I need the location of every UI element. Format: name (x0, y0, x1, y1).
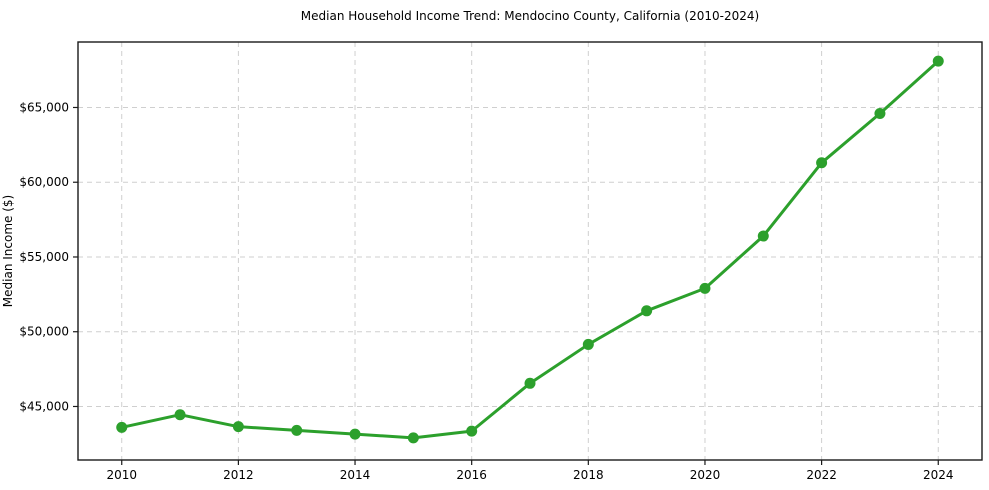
data-point-marker (641, 305, 653, 317)
y-tick-label: $45,000 (19, 399, 69, 413)
x-tick-label: 2018 (573, 468, 604, 482)
data-point-marker (699, 282, 711, 294)
data-point-marker (116, 421, 128, 433)
data-point-marker (582, 338, 594, 350)
x-tick-label: 2014 (340, 468, 371, 482)
y-tick-label: $55,000 (19, 250, 69, 264)
data-point-marker (232, 421, 244, 433)
chart-title: Median Household Income Trend: Mendocino… (300, 9, 760, 23)
y-tick-label: $50,000 (19, 325, 69, 339)
x-tick-label: 2012 (223, 468, 254, 482)
data-point-marker (407, 432, 419, 444)
x-tick-label: 2022 (806, 468, 837, 482)
data-point-marker (174, 409, 186, 421)
x-tick-label: 2010 (106, 468, 137, 482)
data-point-marker (466, 425, 478, 437)
data-point-marker (932, 55, 944, 67)
data-point-marker (524, 377, 536, 389)
x-tick-label: 2016 (456, 468, 487, 482)
y-tick-label: $60,000 (19, 175, 69, 189)
data-point-marker (349, 428, 361, 440)
axes-box (77, 41, 983, 461)
x-tick-label: 2020 (690, 468, 721, 482)
data-point-marker (874, 107, 886, 119)
data-point-marker (816, 157, 828, 169)
data-point-marker (291, 424, 303, 436)
data-point-marker (757, 230, 769, 242)
x-tick-label: 2024 (923, 468, 954, 482)
y-tick-label: $65,000 (19, 100, 69, 114)
